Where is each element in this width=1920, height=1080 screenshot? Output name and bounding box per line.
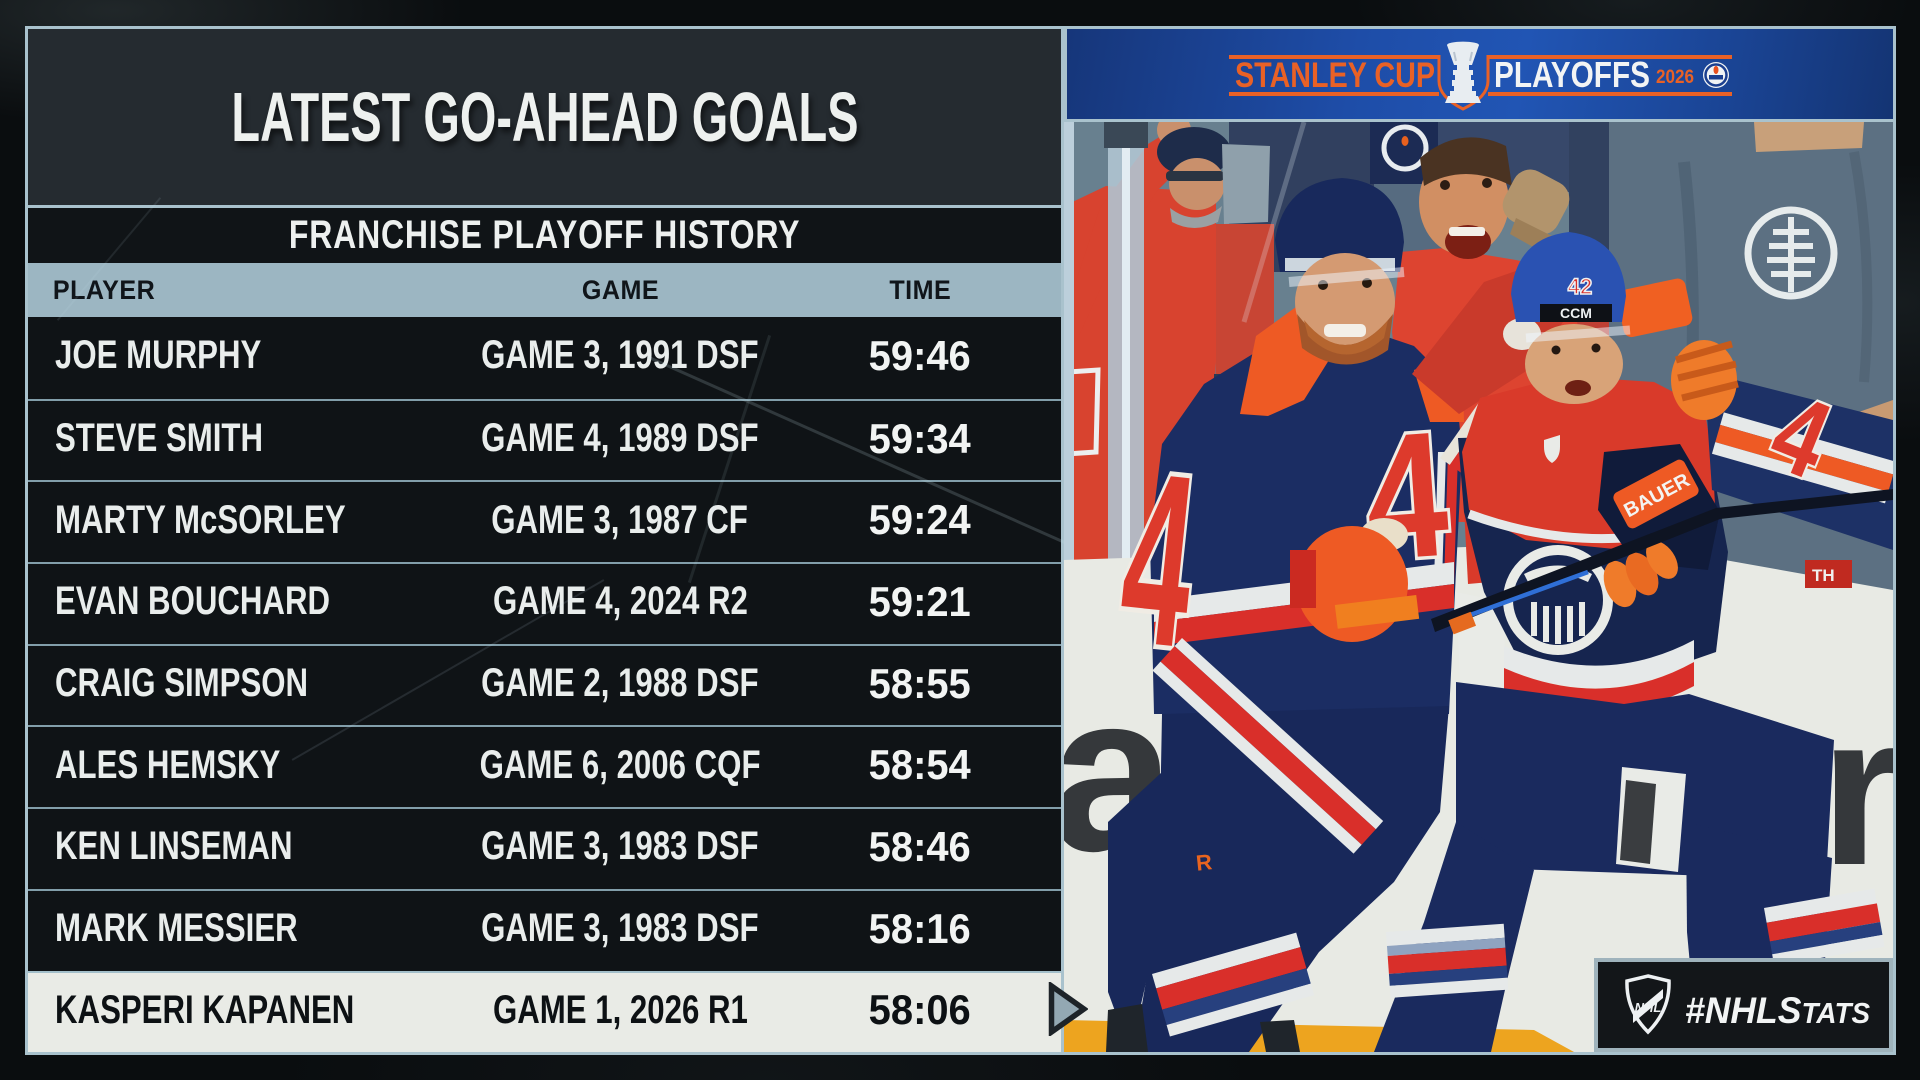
svg-text:R: R — [1195, 849, 1214, 876]
svg-text:TH: TH — [1812, 566, 1835, 585]
svg-text:r: r — [1820, 669, 1893, 910]
svg-text:PLAYOFFS: PLAYOFFS — [1494, 54, 1650, 95]
svg-text:2026: 2026 — [1656, 67, 1694, 88]
svg-text:STANLEY CUP: STANLEY CUP — [1235, 56, 1435, 95]
svg-text:4: 4 — [1359, 395, 1454, 598]
svg-text:NHL: NHL — [1635, 1000, 1662, 1015]
svg-text:CCM: CCM — [1560, 305, 1592, 321]
svg-text:42: 42 — [1568, 274, 1592, 299]
